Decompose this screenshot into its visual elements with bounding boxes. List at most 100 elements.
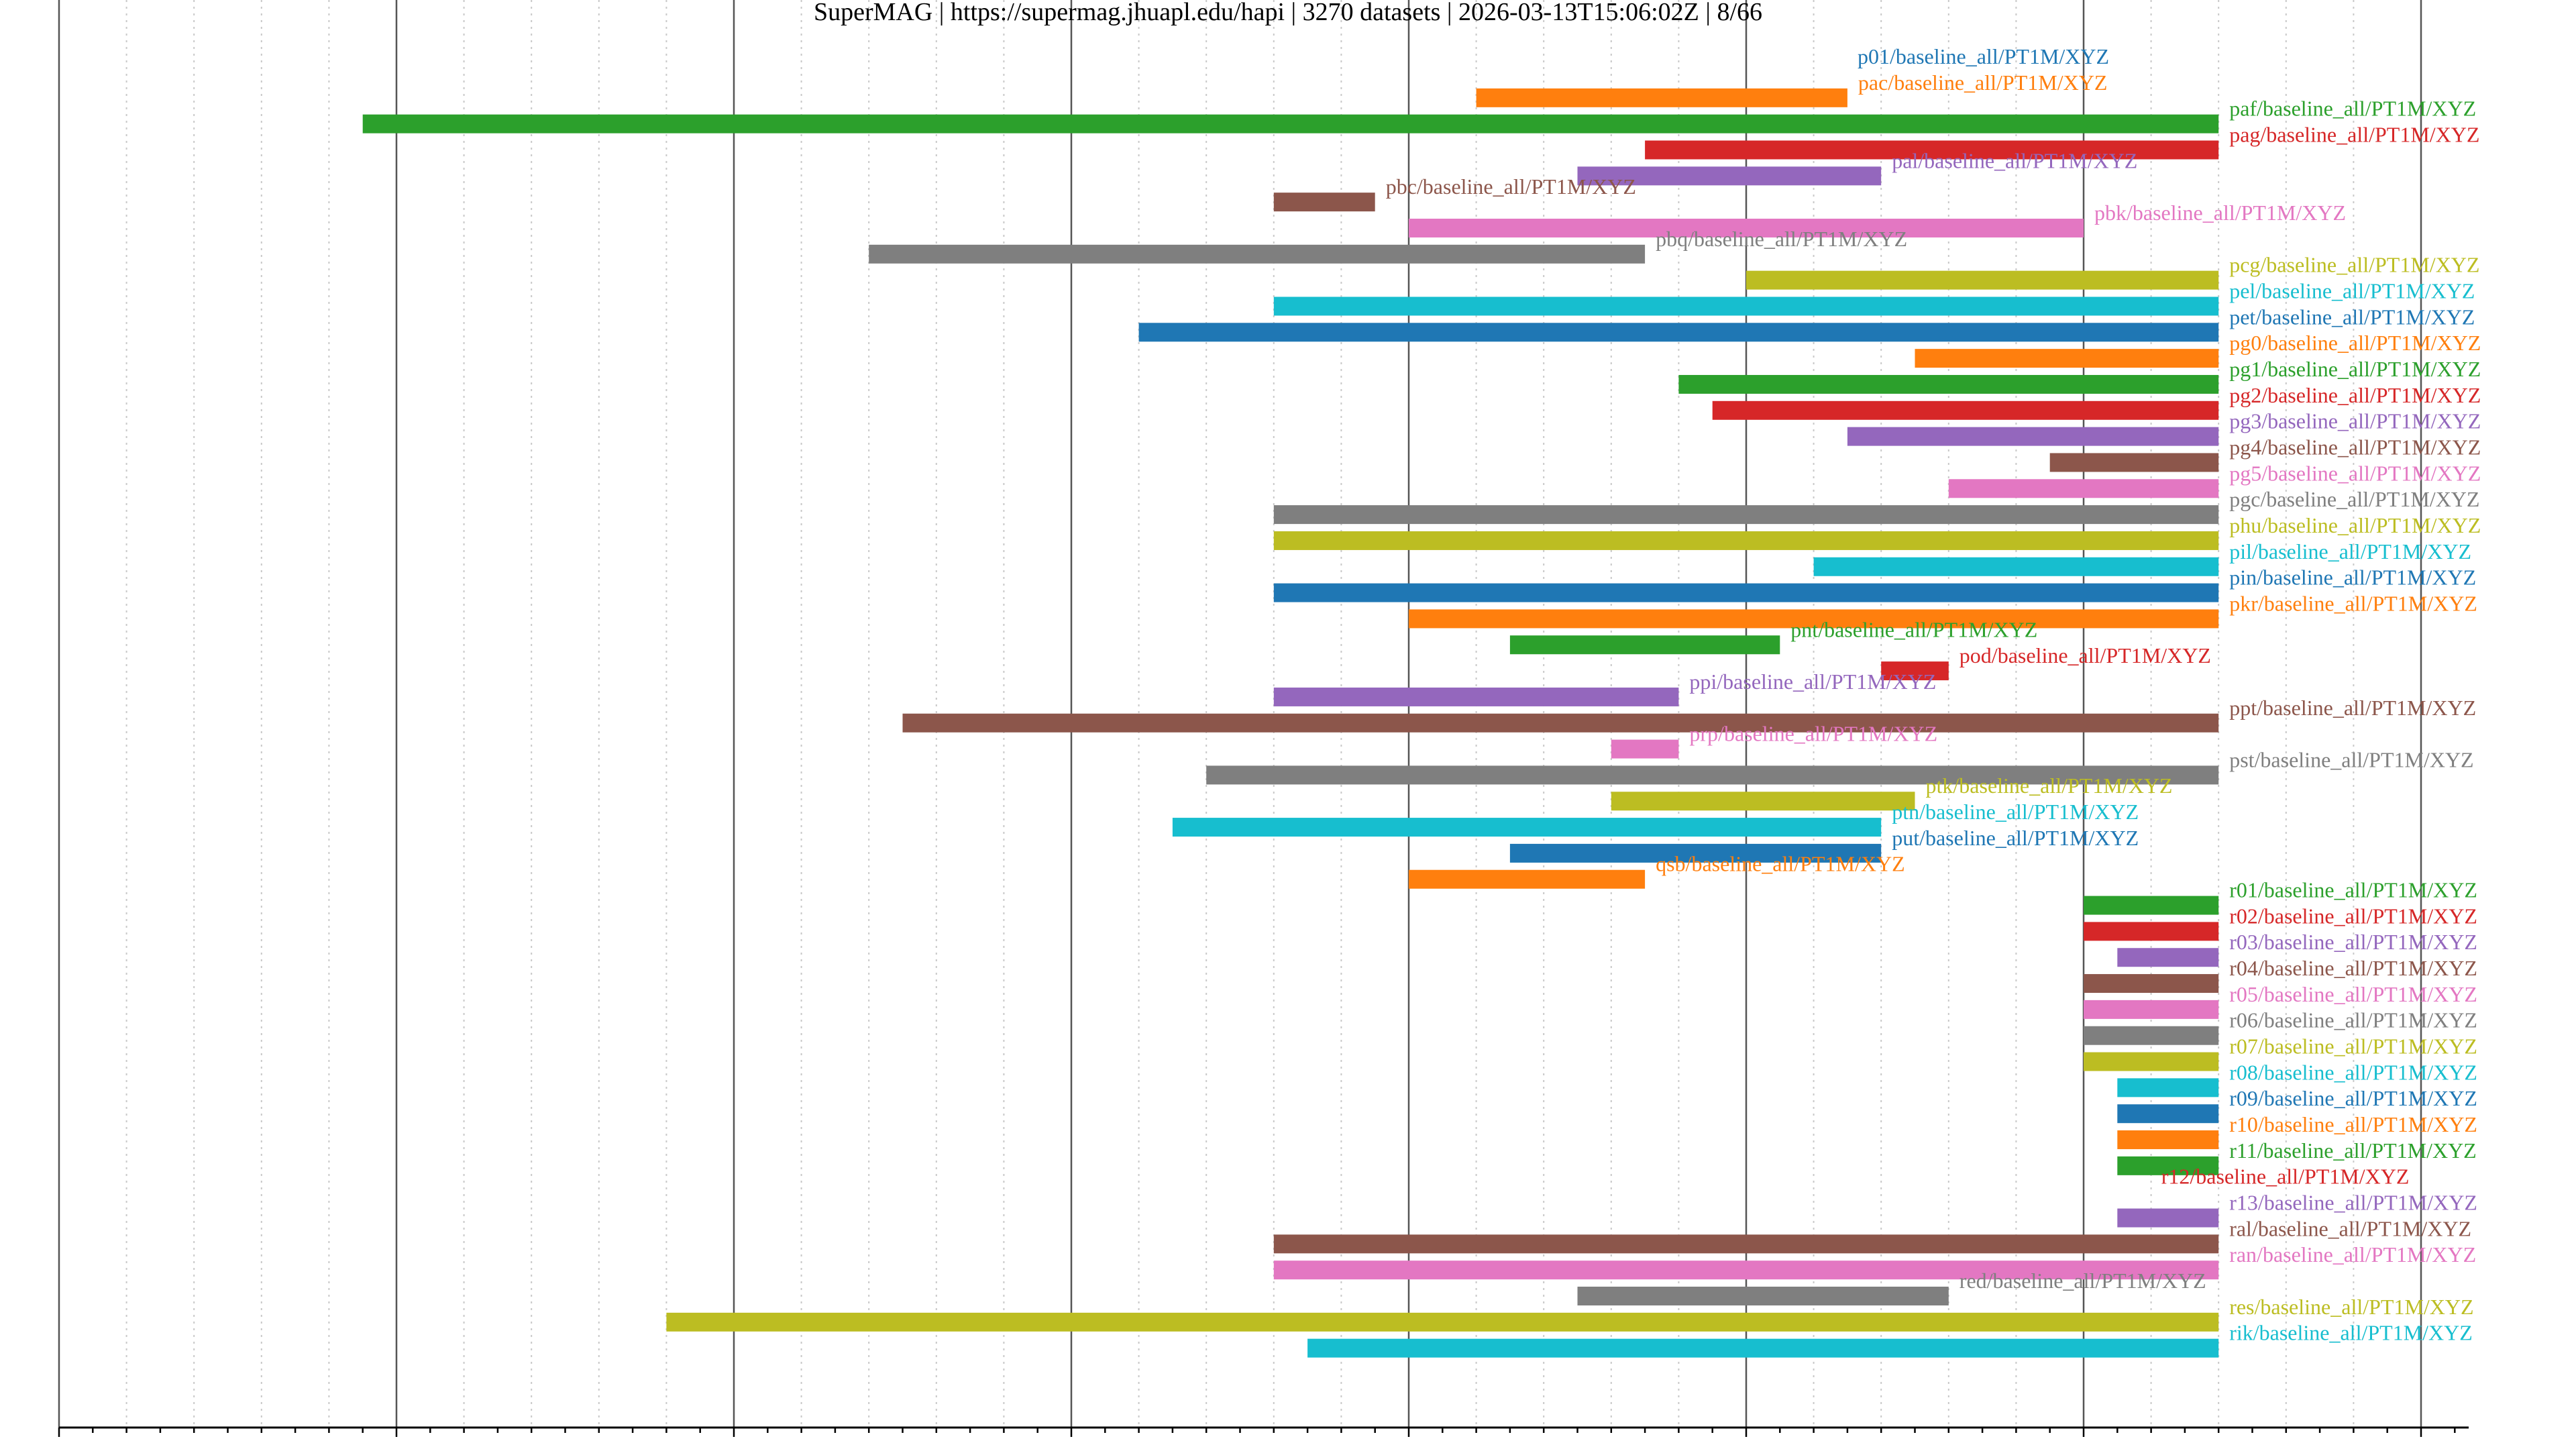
dataset-bars	[362, 88, 2219, 1358]
bar-label-pac: pac/baseline_all/PT1M/XYZ	[1858, 70, 2107, 95]
bar-r06	[2084, 1026, 2219, 1045]
bar-pst	[1206, 765, 2219, 785]
bar-label-pbk: pbk/baseline_all/PT1M/XYZ	[2094, 201, 2346, 225]
bar-ral	[1273, 1234, 2219, 1254]
bar-phu	[1273, 531, 2219, 550]
bar-label-pst: pst/baseline_all/PT1M/XYZ	[2229, 747, 2473, 771]
bar-label-pg4: pg4/baseline_all/PT1M/XYZ	[2229, 435, 2481, 459]
bar-label-pod: pod/baseline_all/PT1M/XYZ	[1960, 643, 2211, 667]
bar-ppt	[902, 713, 2219, 733]
bar-pnt	[1509, 635, 1780, 655]
bar-pg3	[1847, 427, 2219, 446]
bar-label-pin: pin/baseline_all/PT1M/XYZ	[2229, 566, 2476, 590]
bar-pkr	[1409, 609, 2219, 629]
bar-pbk	[1409, 218, 2084, 237]
bar-label-ppt: ppt/baseline_all/PT1M/XYZ	[2229, 696, 2476, 720]
bar-label-pkr: pkr/baseline_all/PT1M/XYZ	[2229, 591, 2477, 615]
bar-label-ran: ran/baseline_all/PT1M/XYZ	[2229, 1242, 2476, 1267]
bar-label-pcg: pcg/baseline_all/PT1M/XYZ	[2229, 253, 2479, 277]
x-tick-label: 2020	[2059, 1444, 2108, 1449]
bar-label-red: red/baseline_all/PT1M/XYZ	[1960, 1269, 2206, 1293]
bar-r02	[2084, 922, 2219, 941]
bar-label-res: res/baseline_all/PT1M/XYZ	[2229, 1295, 2473, 1319]
bar-ppi	[1273, 687, 1679, 706]
bar-red	[1577, 1287, 1949, 1306]
bar-ptn	[1172, 818, 1882, 837]
bar-label-r06: r06/baseline_all/PT1M/XYZ	[2229, 1008, 2477, 1032]
bar-pg0	[1915, 349, 2219, 368]
bar-label-pg0: pg0/baseline_all/PT1M/XYZ	[2229, 331, 2481, 355]
bar-label-r10: r10/baseline_all/PT1M/XYZ	[2229, 1112, 2477, 1136]
bar-r09	[2117, 1104, 2219, 1124]
x-tick-label: 2030	[2397, 1444, 2445, 1449]
bar-label-pg1: pg1/baseline_all/PT1M/XYZ	[2229, 357, 2481, 381]
chart-title: SuperMAG | https://supermag.jhuapl.edu/h…	[814, 0, 1762, 26]
bar-label-pgc: pgc/baseline_all/PT1M/XYZ	[2229, 487, 2479, 511]
bar-paf	[362, 114, 2219, 133]
bar-label-r12: r12/baseline_all/PT1M/XYZ	[2161, 1165, 2410, 1189]
bar-label-pbc: pbc/baseline_all/PT1M/XYZ	[1386, 174, 1636, 199]
bar-label-pg5: pg5/baseline_all/PT1M/XYZ	[2229, 461, 2481, 485]
bar-label-qsb: qsb/baseline_all/PT1M/XYZ	[1656, 852, 1905, 876]
bar-ptk	[1611, 792, 1915, 811]
bar-label-r09: r09/baseline_all/PT1M/XYZ	[2229, 1086, 2477, 1110]
bar-label-ptn: ptn/baseline_all/PT1M/XYZ	[1892, 800, 2139, 824]
x-tick-label: 2000	[1385, 1444, 1433, 1449]
bar-label-r05: r05/baseline_all/PT1M/XYZ	[2229, 982, 2477, 1006]
bar-r13	[2117, 1208, 2219, 1228]
bar-label-put: put/baseline_all/PT1M/XYZ	[1892, 826, 2139, 850]
bar-pil	[1813, 557, 2219, 576]
bar-label-r07: r07/baseline_all/PT1M/XYZ	[2229, 1034, 2477, 1059]
bar-label-ppi: ppi/baseline_all/PT1M/XYZ	[1689, 669, 1936, 694]
bar-prp	[1611, 739, 1679, 759]
bar-pg4	[2049, 453, 2219, 472]
bar-r08	[2117, 1078, 2219, 1097]
bar-label-pnt: pnt/baseline_all/PT1M/XYZ	[1790, 617, 2037, 641]
bar-res	[666, 1312, 2219, 1332]
bar-label-r08: r08/baseline_all/PT1M/XYZ	[2229, 1060, 2477, 1084]
bar-label-r02: r02/baseline_all/PT1M/XYZ	[2229, 904, 2477, 928]
dataset-labels: p01/baseline_all/PT1M/XYZpac/baseline_al…	[1386, 44, 2481, 1345]
bar-pel	[1273, 297, 2219, 316]
bar-label-prp: prp/baseline_all/PT1M/XYZ	[1689, 722, 1937, 746]
x-tick-label: 1960	[35, 1444, 83, 1449]
bar-r01	[2084, 896, 2219, 915]
bar-label-r13: r13/baseline_all/PT1M/XYZ	[2229, 1191, 2477, 1215]
bar-label-rik: rik/baseline_all/PT1M/XYZ	[2229, 1321, 2473, 1345]
bar-label-pel: pel/baseline_all/PT1M/XYZ	[2229, 278, 2475, 303]
bar-label-pg2: pg2/baseline_all/PT1M/XYZ	[2229, 383, 2481, 407]
bar-label-pag: pag/baseline_all/PT1M/XYZ	[2229, 122, 2479, 146]
bar-label-pil: pil/baseline_all/PT1M/XYZ	[2229, 539, 2471, 564]
bar-label-ral: ral/baseline_all/PT1M/XYZ	[2229, 1216, 2471, 1240]
bar-put	[1509, 843, 1882, 863]
bar-label-pal: pal/baseline_all/PT1M/XYZ	[1892, 148, 2137, 172]
bar-label-r04: r04/baseline_all/PT1M/XYZ	[2229, 956, 2477, 980]
bar-pod	[1881, 661, 1949, 681]
bar-qsb	[1409, 869, 1646, 889]
bar-pcg	[1746, 270, 2219, 290]
bar-pal	[1577, 166, 1882, 186]
bar-pgc	[1273, 505, 2219, 525]
x-axis-ticks: 1960 1970 1980 1990 2000 2010 2020 2030	[35, 1428, 2456, 1449]
bar-pg2	[1712, 400, 2219, 420]
bar-pet	[1138, 323, 2219, 342]
bar-r11	[2117, 1156, 2219, 1175]
bar-label-paf: paf/baseline_all/PT1M/XYZ	[2229, 97, 2476, 121]
bar-r05	[2084, 1000, 2219, 1019]
bar-rik	[1307, 1338, 2219, 1358]
bar-label-r03: r03/baseline_all/PT1M/XYZ	[2229, 930, 2477, 954]
bar-r10	[2117, 1130, 2219, 1150]
bar-label-r11: r11/baseline_all/PT1M/XYZ	[2229, 1138, 2477, 1163]
bar-label-pet: pet/baseline_all/PT1M/XYZ	[2229, 305, 2475, 329]
bar-r03	[2117, 948, 2219, 967]
bar-r07	[2084, 1052, 2219, 1071]
bar-r04	[2084, 974, 2219, 994]
bar-ran	[1273, 1260, 2219, 1280]
bar-label-phu: phu/baseline_all/PT1M/XYZ	[2229, 513, 2481, 537]
bar-label-ptk: ptk/baseline_all/PT1M/XYZ	[1926, 773, 2173, 798]
bar-label-pbq: pbq/baseline_all/PT1M/XYZ	[1656, 227, 1907, 251]
bar-label-p01: p01/baseline_all/PT1M/XYZ	[1858, 44, 2109, 68]
bar-label-r01: r01/baseline_all/PT1M/XYZ	[2229, 878, 2477, 902]
x-tick-label: 1980	[710, 1444, 758, 1449]
bar-pac	[1476, 88, 1847, 107]
